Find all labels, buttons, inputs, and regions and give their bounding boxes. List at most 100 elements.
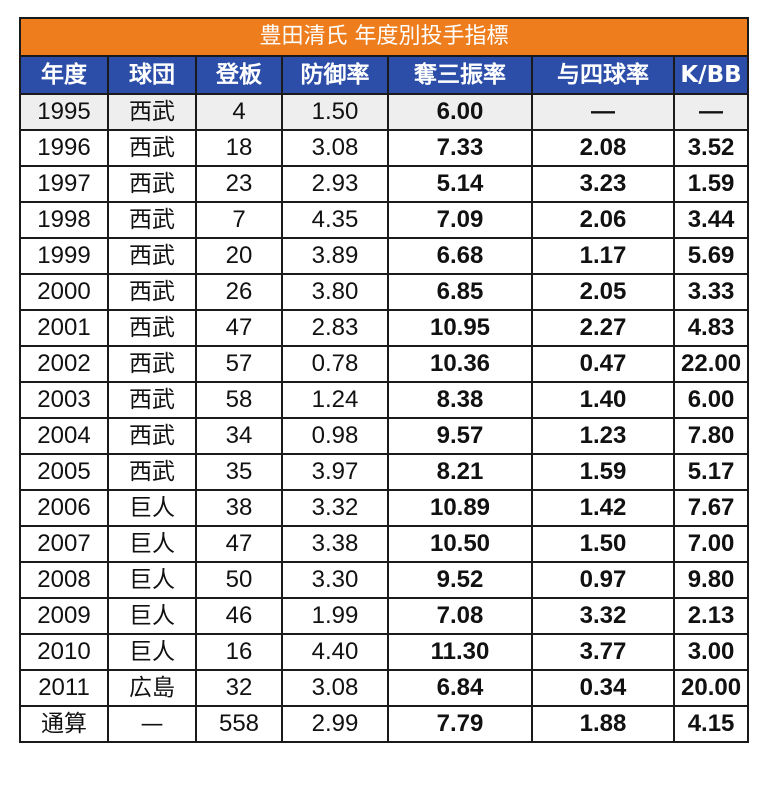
appearances-cell: 50 [195,561,283,599]
team-cell: 巨人 [107,597,197,635]
era-cell: 3.80 [281,273,389,311]
k9-cell: 10.36 [387,345,533,383]
header-team: 球団 [107,55,197,95]
team-cell: 西武 [107,381,197,419]
team-cell: 巨人 [107,525,197,563]
team-cell: 西武 [107,93,197,131]
era-cell: 2.99 [281,705,389,743]
bb9-cell: 2.05 [531,273,675,311]
bb9-cell: 1.23 [531,417,675,455]
bb9-cell: 1.50 [531,525,675,563]
k9-cell: 9.52 [387,561,533,599]
k9-cell: 6.00 [387,93,533,131]
era-cell: 3.30 [281,561,389,599]
k9-cell: 7.09 [387,201,533,239]
bb9-cell: 1.40 [531,381,675,419]
bb9-cell: 1.17 [531,237,675,275]
kbb-cell: 3.33 [672,273,750,311]
appearances-cell: 34 [195,417,283,455]
appearances-cell: 23 [195,165,283,203]
team-cell: 西武 [107,129,197,167]
bb9-cell: 3.77 [531,633,675,671]
kbb-cell: 6.00 [672,381,750,419]
header-kbb: K/BB [672,55,750,95]
bb9-cell: 2.27 [531,309,675,347]
team-cell: 西武 [107,309,197,347]
kbb-cell: 20.00 [672,669,750,707]
era-cell: 3.97 [281,453,389,491]
bb9-cell: — [531,93,675,131]
table-row: 2008 巨人 50 3.30 9.52 0.97 9.80 [19,561,750,599]
appearances-cell: 558 [195,705,283,743]
era-cell: 0.98 [281,417,389,455]
table-title: 豊田清氏 年度別投手指標 [18,17,750,57]
year-cell: 2010 [19,633,109,671]
team-cell: 西武 [107,273,197,311]
k9-cell: 10.95 [387,309,533,347]
era-cell: 4.40 [281,633,389,671]
bb9-cell: 3.32 [531,597,675,635]
table-row: 2004 西武 34 0.98 9.57 1.23 7.80 [19,417,750,455]
table-row: 2011 広島 32 3.08 6.84 0.34 20.00 [19,669,750,707]
table-row: 1996 西武 18 3.08 7.33 2.08 3.52 [19,129,750,167]
year-cell: 2011 [19,669,109,707]
era-cell: 3.89 [281,237,389,275]
year-cell: 2007 [19,525,109,563]
k9-cell: 8.38 [387,381,533,419]
total-row: 通算 —558 2.99 7.79 1.88 4.15 [19,705,750,743]
team-cell: 西武 [107,345,197,383]
year-cell: 2002 [19,345,109,383]
team-cell: 西武 [107,201,197,239]
year-cell: 1998 [19,201,109,239]
team-cell: 巨人 [107,561,197,599]
kbb-cell: 22.00 [672,345,750,383]
kbb-cell: 3.44 [672,201,750,239]
bb9-cell: 1.88 [531,705,675,743]
year-cell: 1999 [19,237,109,275]
appearances-cell: 58 [195,381,283,419]
appearances-cell: 57 [195,345,283,383]
year-cell: 2001 [19,309,109,347]
kbb-cell: 7.80 [672,417,750,455]
header-era: 防御率 [281,55,389,95]
year-cell: 2009 [19,597,109,635]
table-row: 2006 巨人 38 3.32 10.89 1.42 7.67 [19,489,750,527]
header-k9: 奪三振率 [387,55,533,95]
appearances-cell: 47 [195,525,283,563]
k9-cell: 7.79 [387,705,533,743]
team-cell: — [107,705,197,743]
k9-cell: 6.84 [387,669,533,707]
year-cell: 2005 [19,453,109,491]
appearances-cell: 18 [195,129,283,167]
year-cell: 2006 [19,489,109,527]
k9-cell: 7.33 [387,129,533,167]
table-row: 2009 巨人 46 1.99 7.08 3.32 2.13 [19,597,750,635]
kbb-cell: 3.00 [672,633,750,671]
table-row: 2005 西武 35 3.97 8.21 1.59 5.17 [19,453,750,491]
team-cell: 西武 [107,453,197,491]
team-cell: 西武 [107,237,197,275]
k9-cell: 7.08 [387,597,533,635]
kbb-cell: 1.59 [672,165,750,203]
year-cell: 1996 [19,129,109,167]
year-cell: 2003 [19,381,109,419]
kbb-cell: 3.52 [672,129,750,167]
header-appearances: 登板 [195,55,283,95]
bb9-cell: 0.97 [531,561,675,599]
appearances-cell: 16 [195,633,283,671]
era-cell: 3.32 [281,489,389,527]
kbb-cell: 5.69 [672,237,750,275]
era-cell: 1.24 [281,381,389,419]
bb9-cell: 2.08 [531,129,675,167]
bb9-cell: 3.23 [531,165,675,203]
era-cell: 1.50 [281,93,389,131]
table-row: 2002 西武 57 0.78 10.36 0.47 22.00 [19,345,750,383]
team-cell: 広島 [107,669,197,707]
bb9-cell: 2.06 [531,201,675,239]
k9-cell: 11.30 [387,633,533,671]
k9-cell: 6.68 [387,237,533,275]
bb9-cell: 0.34 [531,669,675,707]
kbb-cell: 4.15 [672,705,750,743]
kbb-cell: 2.13 [672,597,750,635]
team-cell: 巨人 [107,633,197,671]
